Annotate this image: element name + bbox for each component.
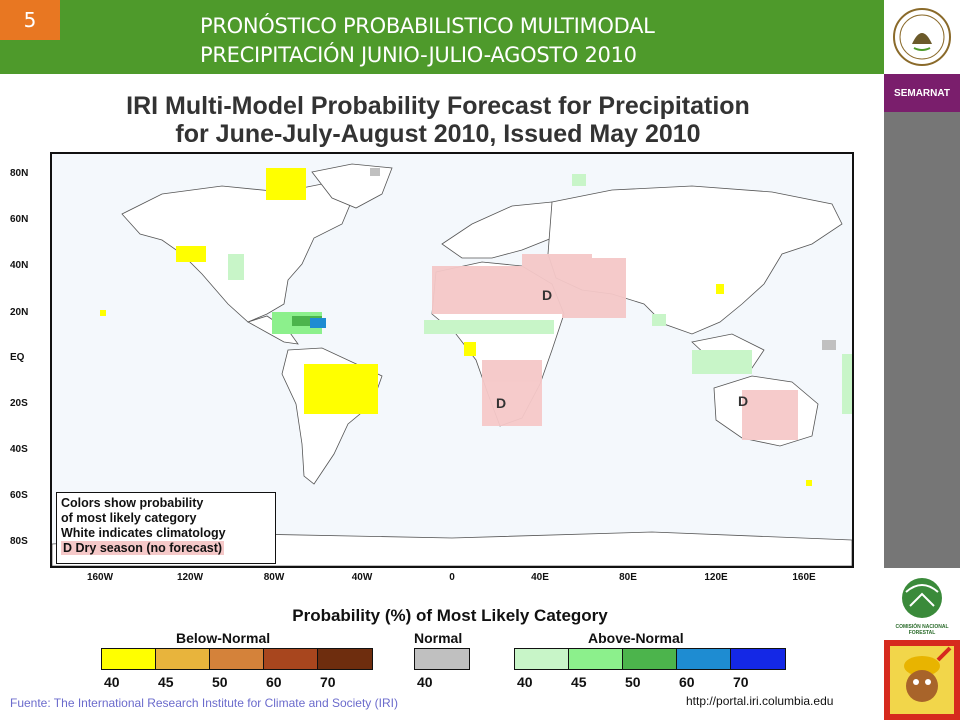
inset-legend-line-3: White indicates climatology	[61, 526, 226, 540]
above-normal-east-pacific	[842, 354, 852, 414]
source-credit: Fuente: The International Research Insti…	[10, 696, 398, 710]
above-normal-swatch-4	[677, 649, 731, 669]
below-normal-ticks: 40 45 50 60 70	[101, 674, 371, 690]
inset-legend-line-4: D Dry season (no forecast)	[61, 541, 271, 556]
below-normal-canada-arctic	[266, 168, 306, 200]
normal-ticks: 40	[414, 674, 468, 690]
lon-label-160e: 160E	[792, 572, 816, 583]
above-normal-tick-45: 45	[571, 674, 587, 690]
below-normal-tick-60: 60	[266, 674, 282, 690]
above-normal-indonesia	[692, 350, 752, 374]
lat-label-80s: 80S	[10, 536, 28, 547]
map-inset-legend: Colors show probability of most likely c…	[56, 492, 276, 564]
conafor-label: COMISIÓN NACIONAL FORESTAL	[895, 624, 949, 636]
eagle-seal-icon	[893, 8, 951, 66]
forest-mascot-logo	[884, 640, 960, 720]
below-normal-tick-45: 45	[158, 674, 174, 690]
below-normal-tick-70: 70	[320, 674, 336, 690]
below-normal-west-africa	[464, 342, 476, 356]
dry-marker-southern-africa: D	[496, 395, 506, 411]
below-normal-color-bar	[101, 648, 373, 670]
normal-label: Normal	[414, 630, 463, 646]
inset-legend-line-1: Colors show probability	[61, 496, 204, 510]
lon-label-120e: 120E	[704, 572, 728, 583]
slide-number: 5	[0, 0, 60, 40]
below-normal-swatch-3	[210, 649, 264, 669]
lon-label-0: 0	[449, 572, 455, 583]
lat-label-40n: 40N	[10, 260, 29, 271]
header-bar	[0, 0, 884, 74]
below-normal-pacific-1	[100, 310, 106, 316]
slide-title-line-2: PRECIPITACIÓN JUNIO-JULIO-AGOSTO 2010	[200, 43, 637, 67]
above-normal-color-bar	[514, 648, 786, 670]
below-normal-western-us	[176, 246, 206, 262]
mexico-seal-logo	[884, 0, 960, 74]
semarnat-logo: SEMARNAT	[884, 74, 960, 112]
below-normal-swatch-1	[102, 649, 156, 669]
above-normal-tick-50: 50	[625, 674, 641, 690]
lat-label-20s: 20S	[10, 398, 28, 409]
lat-label-80n: 80N	[10, 168, 29, 179]
lon-label-40w: 40W	[351, 572, 373, 583]
slide-title-line-1: PRONÓSTICO PROBABILISTICO MULTIMODAL	[200, 14, 655, 38]
lat-label-60n: 60N	[10, 214, 29, 225]
dry-marker-middle-east: D	[542, 287, 552, 303]
below-normal-pacific-2	[806, 480, 812, 486]
source-url: http://portal.iri.columbia.edu	[686, 694, 834, 708]
below-normal-swatch-2	[156, 649, 210, 669]
above-normal-tick-70: 70	[733, 674, 749, 690]
below-normal-brazil	[304, 364, 378, 414]
above-normal-label: Above-Normal	[588, 630, 684, 646]
conafor-logo: COMISIÓN NACIONAL FORESTAL	[884, 568, 960, 640]
below-normal-label: Below-Normal	[176, 630, 271, 646]
normal-area-pacific	[822, 340, 836, 350]
map-title-line-2: for June-July-August 2010, Issued May 20…	[175, 120, 701, 148]
above-normal-india	[652, 314, 666, 326]
lat-label-40s: 40S	[10, 444, 28, 455]
above-normal-sahel	[424, 320, 554, 334]
below-normal-tick-50: 50	[212, 674, 228, 690]
lon-label-160w: 160W	[86, 572, 114, 583]
above-normal-swatch-5	[731, 649, 785, 669]
beaver-mascot-icon	[890, 646, 954, 714]
lat-label-eq: EQ	[10, 352, 25, 363]
above-normal-tick-60: 60	[679, 674, 695, 690]
above-normal-swatch-2	[569, 649, 623, 669]
lon-label-40e: 40E	[531, 572, 549, 583]
above-normal-swatch-3	[623, 649, 677, 669]
normal-area-canada	[370, 168, 380, 176]
lon-label-80w: 80W	[263, 572, 285, 583]
dry-marker-australia: D	[738, 393, 748, 409]
inset-legend-line-2: of most likely category	[61, 511, 197, 525]
lon-label-120w: 120W	[176, 572, 204, 583]
below-normal-swatch-5	[318, 649, 372, 669]
above-normal-swatch-1	[515, 649, 569, 669]
north-america-shape	[121, 183, 353, 323]
world-precipitation-map: D D D Colors show probability of most li…	[50, 152, 854, 568]
lat-label-20n: 20N	[10, 307, 29, 318]
below-normal-tick-40: 40	[104, 674, 120, 690]
dry-area-australia	[742, 390, 798, 440]
conafor-globe-icon	[902, 578, 942, 618]
normal-tick-40: 40	[417, 674, 433, 690]
above-normal-na-east	[228, 254, 244, 280]
probability-legend-title: Probability (%) of Most Likely Category	[292, 606, 608, 625]
above-normal-tick-40: 40	[517, 674, 533, 690]
below-normal-china	[716, 284, 724, 294]
lat-label-60s: 60S	[10, 490, 28, 501]
above-normal-ticks: 40 45 50 60 70	[514, 674, 784, 690]
normal-swatch-1	[415, 649, 469, 669]
lon-label-80e: 80E	[619, 572, 637, 583]
normal-color-bar	[414, 648, 470, 670]
map-title-line-1: IRI Multi-Model Probability Forecast for…	[126, 92, 750, 120]
dry-area-central-asia	[522, 254, 592, 274]
below-normal-swatch-4	[264, 649, 318, 669]
above-normal-siberia	[572, 174, 586, 186]
above-normal-caribbean-strong	[292, 316, 322, 326]
inset-legend-dry-text: D Dry season (no forecast)	[61, 541, 225, 555]
dry-area-southern-africa	[482, 360, 542, 426]
above-normal-caribbean-blue	[310, 318, 326, 328]
